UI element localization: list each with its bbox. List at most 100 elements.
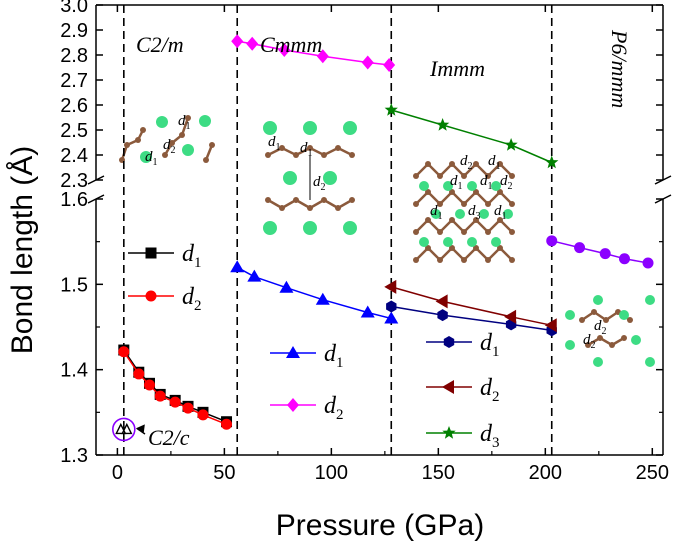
legend-label-0-1: d2 — [182, 284, 202, 314]
y-tick-label-upper-7: 3.0 — [60, 0, 88, 17]
data-point-1-3 — [154, 390, 166, 402]
data-point-1-4 — [169, 396, 181, 408]
p6-chain-b-atom-1 — [597, 335, 603, 341]
data-point-3-2 — [278, 43, 291, 57]
data-point-6-1 — [436, 118, 450, 131]
legend-immm: d1 d2 d3 — [426, 330, 500, 451]
atom-label-4: d1 — [300, 140, 313, 159]
legend-label-2-2: d3 — [480, 421, 500, 451]
immm-row-0-atom-8 — [509, 173, 515, 179]
cmmm-ca-0 — [263, 121, 277, 135]
cmmm-chain-top-atom-4 — [321, 152, 327, 158]
phase-label-p6mmm: P6/mmm — [607, 29, 632, 108]
immm-ca-7 — [503, 209, 513, 219]
c2c-triangle-0 — [115, 422, 127, 435]
p6-chain-a-atom-1 — [591, 309, 597, 315]
x-tick-label-3: 150 — [422, 462, 455, 484]
immm-row-3-atom-2 — [437, 257, 443, 263]
p6-ca-3 — [645, 295, 655, 305]
immm-row-2-atom-3 — [449, 217, 455, 223]
series-line-7 — [551, 240, 649, 264]
data-point-2-1 — [247, 269, 262, 282]
p6-ca-1 — [593, 295, 603, 305]
phase-label-immm: Immm — [429, 56, 485, 81]
y-tick-label-upper-5: 2.8 — [60, 45, 88, 67]
immm-row-1-atom-7 — [497, 189, 503, 195]
immm-row-3-atom-5 — [473, 245, 479, 251]
series-4 — [386, 300, 557, 337]
phase-label-cmmm: Cmmm — [260, 32, 322, 57]
c2m-chain-b-atom-2 — [179, 132, 185, 138]
data-point-7-1 — [574, 242, 586, 254]
immm-row-1-atom-4 — [461, 201, 467, 207]
phase-label-c2m: C2/m — [136, 32, 184, 57]
cmmm-ca-1 — [303, 121, 317, 135]
legend-label-2-0: d1 — [480, 330, 500, 360]
legend-marker-1-1 — [287, 398, 299, 412]
series-line-0 — [123, 349, 227, 423]
cmmm-chain-bottom-atom-5 — [335, 205, 341, 211]
data-point-7-2 — [599, 248, 611, 260]
immm-row-3-atom-8 — [509, 257, 515, 263]
immm-row-0-atom-2 — [437, 173, 443, 179]
cmmm-chain-bottom-atom-1 — [279, 205, 285, 211]
series-6 — [384, 103, 559, 169]
legend-marker-2-1 — [442, 380, 454, 394]
c2c-circle — [112, 417, 136, 442]
data-point-7-3 — [618, 253, 630, 265]
phase-boundaries — [123, 5, 553, 455]
data-point-5-0 — [384, 279, 397, 294]
data-point-3-1 — [246, 36, 259, 51]
series-line-4 — [391, 305, 552, 332]
p6-chain-b-atom-3 — [621, 335, 627, 341]
data-point-6-3 — [545, 155, 559, 169]
c2m-chain-c-atom-0 — [203, 157, 209, 163]
p6-chain-a-atom-0 — [579, 317, 585, 323]
immm-row-1-atom-1 — [425, 189, 431, 195]
cmmm-ca-3 — [263, 221, 277, 235]
c2c-marker — [112, 417, 146, 442]
cmmm-chain-bottom-atom-6 — [349, 197, 355, 203]
cmmm-chain-top-atom-6 — [349, 152, 355, 158]
p6-chain-b-atom-0 — [585, 342, 591, 348]
immm-row-0-atom-6 — [485, 173, 491, 179]
immm-row-1-atom-0 — [413, 201, 419, 207]
immm-ca-4 — [431, 209, 441, 219]
cmmm-chain-top-atom-1 — [279, 145, 285, 151]
c2m-chain-a-atom-3 — [140, 127, 146, 133]
legend-label-0-0: d1 — [182, 241, 202, 271]
cmmm-ca-4 — [303, 221, 317, 235]
y-tick-label-upper-2: 2.5 — [60, 120, 88, 142]
c2c-arrowhead — [135, 424, 145, 433]
immm-row-3-atom-7 — [497, 245, 503, 251]
cmmm-chain-top-atom-3 — [307, 145, 313, 151]
immm-row-1-atom-5 — [473, 189, 479, 195]
c2m-chain-b-atom-1 — [169, 140, 175, 146]
immm-row-2-atom-7 — [497, 217, 503, 223]
immm-row-2-atom-8 — [509, 229, 515, 235]
immm-row-1-atom-3 — [449, 189, 455, 195]
immm-ca-10 — [467, 237, 477, 247]
atom-label-0: d1 — [145, 149, 158, 168]
immm-row-2-atom-4 — [461, 229, 467, 235]
immm-row-0-atom-1 — [425, 161, 431, 167]
data-point-5-2 — [504, 309, 517, 324]
atom-label-3: d1 — [268, 134, 281, 153]
cmmm-chain-bottom-atom-0 — [265, 197, 271, 203]
cmmm-chain-top-atom-2 — [293, 152, 299, 158]
p6-chain-b-atom-2 — [609, 342, 615, 348]
legend-marker-2-2 — [442, 426, 456, 439]
data-point-3-3 — [316, 49, 329, 64]
p6-chain-b — [587, 336, 625, 347]
series-0 — [118, 344, 233, 428]
data-point-2-5 — [384, 311, 399, 324]
immm-ca-9 — [443, 237, 453, 247]
data-point-7-0 — [546, 235, 558, 247]
legend-label-1-0: d1 — [324, 341, 344, 371]
immm-row-1-atom-6 — [485, 201, 491, 207]
x-tick-label-2: 100 — [315, 462, 348, 484]
cmmm-ca-7 — [323, 171, 337, 185]
legend-marker-2-0 — [443, 336, 455, 348]
